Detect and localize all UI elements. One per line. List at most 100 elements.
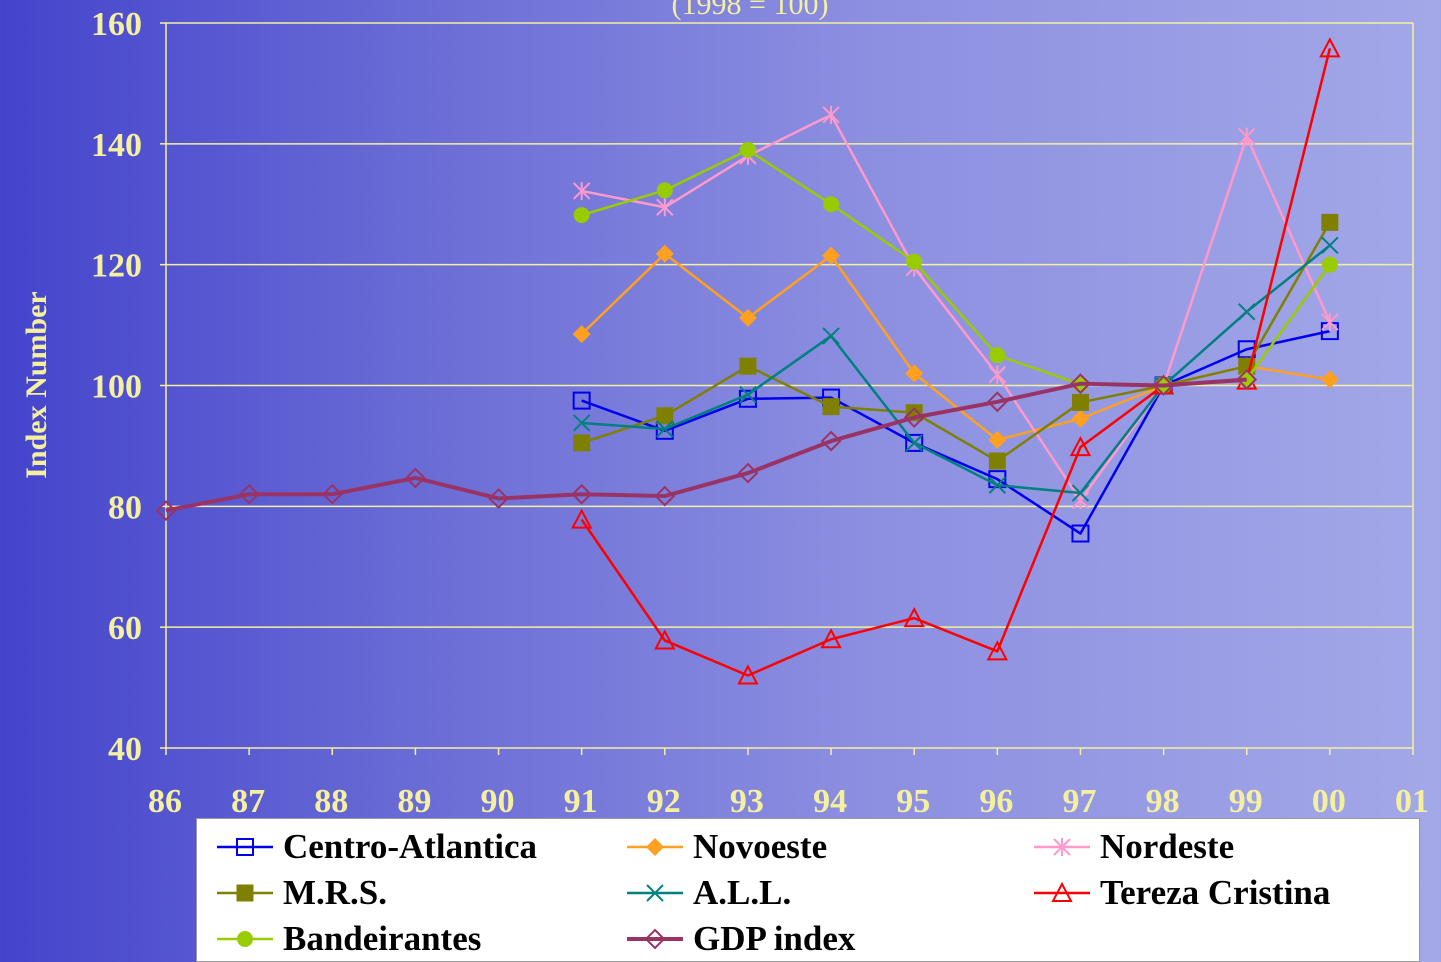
y-tick-label: 160 <box>91 6 142 43</box>
data-point <box>1069 435 1092 457</box>
data-point <box>1238 303 1256 321</box>
data-point <box>903 407 925 428</box>
data-point <box>737 664 759 685</box>
legend-swatch <box>627 928 683 950</box>
y-tick-label: 120 <box>91 248 142 285</box>
x-tick-label: 86 <box>148 783 182 820</box>
x-tick-label: 96 <box>979 783 1013 820</box>
data-point <box>988 430 1007 449</box>
legend-label: Centro-Atlantica <box>283 827 538 866</box>
data-point <box>986 391 1008 413</box>
y-tick-label: 40 <box>108 731 142 768</box>
x-tick-label: 94 <box>813 783 847 820</box>
data-point <box>572 325 591 344</box>
x-tick-label: 89 <box>397 783 431 820</box>
data-point <box>1236 369 1258 390</box>
data-point <box>1238 127 1256 146</box>
data-point <box>573 207 590 224</box>
series-m-r-s <box>573 213 1339 470</box>
legend-swatch <box>627 838 683 856</box>
data-point <box>906 253 923 270</box>
legend-swatch <box>217 931 273 947</box>
data-point <box>1071 393 1089 411</box>
data-point <box>822 398 840 416</box>
data-point <box>988 476 1007 494</box>
data-point <box>903 606 925 628</box>
x-tick-label: 98 <box>1146 783 1180 820</box>
data-point <box>572 414 591 432</box>
data-point <box>404 467 426 489</box>
x-tick-label: 01 <box>1395 783 1429 820</box>
data-point <box>905 434 923 452</box>
series-line <box>581 221 1331 463</box>
series-line <box>581 148 1331 387</box>
data-point <box>1071 484 1090 502</box>
legend-swatch-marker <box>236 884 254 902</box>
legend-swatch <box>217 884 273 902</box>
data-point <box>988 365 1007 384</box>
data-point <box>1153 375 1175 396</box>
legend-item-nordeste: Nordeste <box>1032 827 1234 867</box>
legend-swatch-marker <box>236 838 254 856</box>
x-tick-label: 00 <box>1312 783 1346 820</box>
chart-subtitle: (1998 = 100) <box>671 0 829 21</box>
data-point <box>1321 256 1338 273</box>
data-point <box>989 347 1006 364</box>
data-point <box>155 500 177 521</box>
legend-item-m-r-s: M.R.S. <box>215 873 387 913</box>
data-point <box>572 391 591 410</box>
data-point <box>822 327 840 345</box>
data-point <box>654 485 676 507</box>
data-point <box>656 198 674 217</box>
x-tick-label: 87 <box>231 783 265 820</box>
data-point <box>572 181 591 200</box>
data-point <box>656 420 674 438</box>
data-point <box>739 141 756 158</box>
x-tick-label: 99 <box>1229 783 1263 820</box>
data-point <box>1321 313 1339 332</box>
x-tick-label: 93 <box>730 783 764 820</box>
data-point <box>488 488 509 509</box>
data-point <box>656 182 673 199</box>
legend-label: A.L.L. <box>693 873 792 912</box>
legend-swatch-marker <box>1051 881 1073 902</box>
data-point <box>1321 236 1339 255</box>
legend-swatch-marker <box>1053 838 1071 856</box>
data-point <box>986 640 1008 661</box>
data-point <box>820 628 842 649</box>
series-gdp-index <box>155 369 1258 521</box>
data-point <box>573 434 591 452</box>
data-point <box>905 364 924 383</box>
data-point <box>988 452 1006 470</box>
legend-item-bandeirantes: Bandeirantes <box>215 919 481 959</box>
data-point <box>738 308 757 327</box>
legend-swatch-marker <box>237 931 253 947</box>
legend-item-a-l-l: A.L.L. <box>625 873 791 913</box>
series-centro-atlantica <box>572 322 1339 543</box>
y-tick-label: 140 <box>91 127 142 164</box>
y-axis-label: Index Number <box>20 291 53 479</box>
data-point <box>1071 409 1090 428</box>
data-point <box>1071 524 1090 543</box>
data-point <box>737 462 759 484</box>
data-point <box>739 357 757 375</box>
y-tick-label: 60 <box>108 610 142 647</box>
legend-label: GDP index <box>693 919 856 958</box>
data-point <box>571 508 593 529</box>
data-point <box>820 430 842 452</box>
series-line <box>165 377 1247 513</box>
data-point <box>654 629 676 650</box>
data-point <box>1320 370 1339 389</box>
legend-swatch <box>1034 881 1090 902</box>
legend-label: Tereza Cristina <box>1100 873 1331 912</box>
x-tick-label: 97 <box>1062 783 1096 820</box>
y-tick-label: 100 <box>91 369 142 406</box>
legend-label: Nordeste <box>1100 827 1235 866</box>
series-line <box>580 252 1331 442</box>
legend-item-tereza-cristina: Tereza Cristina <box>1032 873 1330 913</box>
data-point <box>739 385 757 404</box>
y-tick-label: 80 <box>108 489 142 526</box>
legend-label: M.R.S. <box>283 873 388 912</box>
data-point <box>1070 373 1091 395</box>
data-point <box>656 407 674 425</box>
